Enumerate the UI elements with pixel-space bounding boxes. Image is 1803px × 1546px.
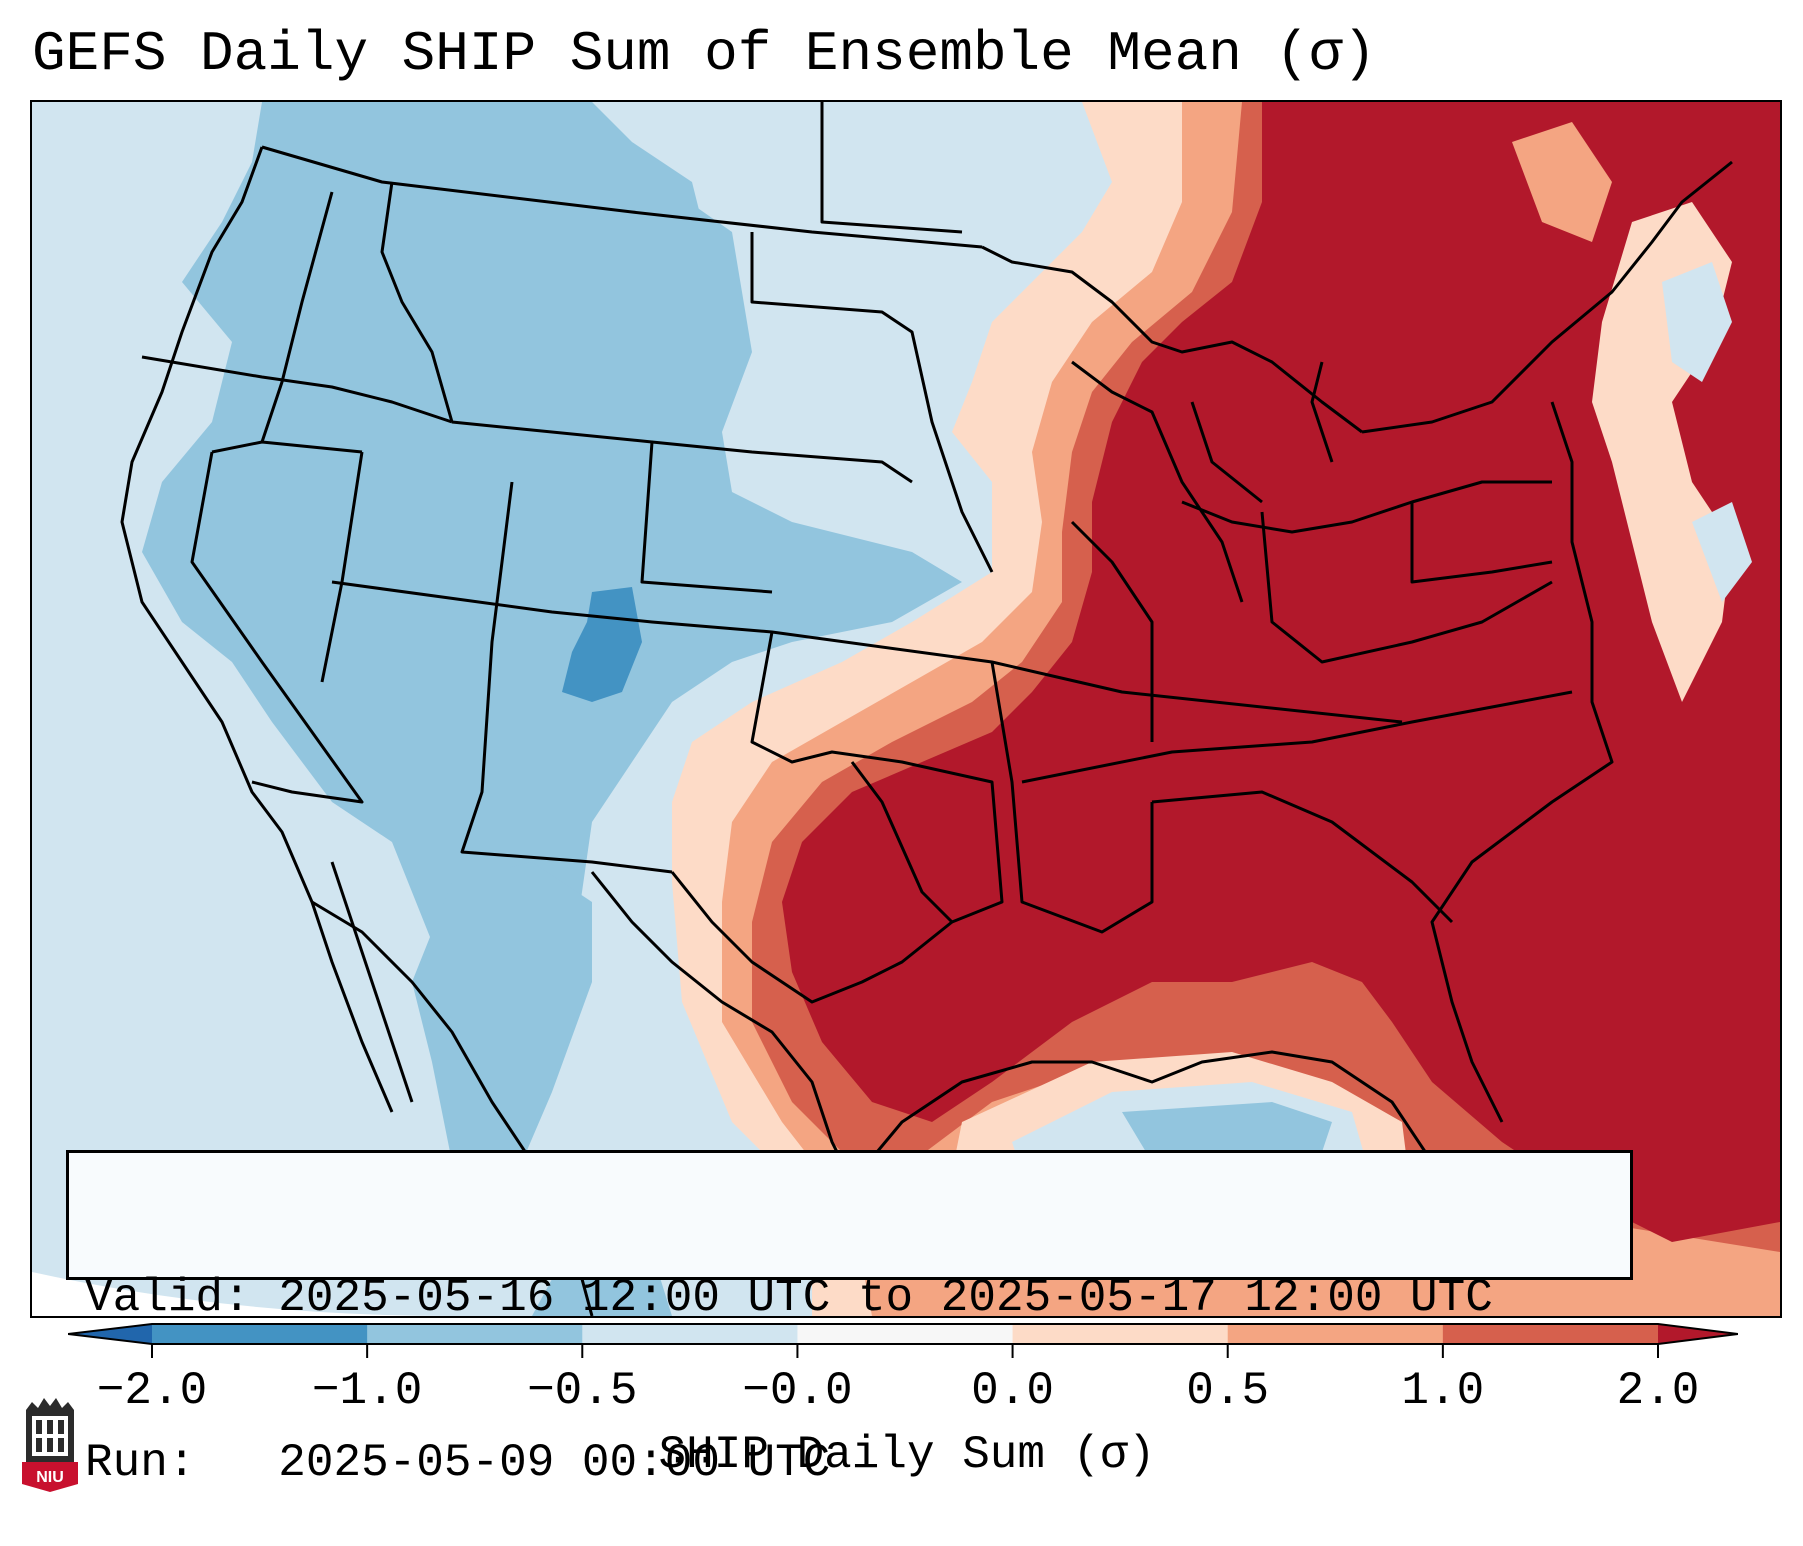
- map-canvas: [32, 102, 1780, 1316]
- map-title: GEFS Daily SHIP Sum of Ensemble Mean (σ): [32, 22, 1377, 86]
- colorbar-bin: [1442, 1324, 1659, 1344]
- colorbar-overflow-triangle: [1658, 1324, 1738, 1344]
- valid-value: 2025-05-16 12:00 UTC to 2025-05-17 12:00…: [278, 1272, 1493, 1324]
- valid-label: Valid:: [85, 1272, 251, 1324]
- colorbar-bins: [152, 1324, 1659, 1344]
- colorbar-tick-label: 2.0: [1616, 1365, 1700, 1417]
- niu-logo: NIU: [22, 1398, 78, 1492]
- colorbar: [68, 1323, 1738, 1358]
- niu-logo-text: NIU: [36, 1469, 64, 1486]
- colorbar-label: SHIP Daily Sum (σ): [658, 1429, 1156, 1481]
- run-label: Run:: [85, 1437, 196, 1489]
- colorbar-tick-label: −0.0: [742, 1365, 853, 1417]
- colorbar-tick-label: −1.0: [311, 1365, 423, 1417]
- colorbar-tick-label: −2.0: [96, 1365, 208, 1417]
- colorbar-bin: [1227, 1324, 1444, 1344]
- map-panel: [30, 100, 1782, 1318]
- strong-negative-area: [562, 587, 642, 702]
- colorbar-bin: [152, 1324, 368, 1344]
- projection-edge: [32, 1272, 452, 1316]
- colorbar-tick-label: 1.0: [1401, 1365, 1485, 1417]
- colorbar-tick-label: 0.0: [971, 1365, 1054, 1417]
- colorbar-bin: [797, 1324, 1014, 1344]
- colorbar-bin: [367, 1324, 583, 1344]
- validity-info-box: Valid: 2025-05-16 12:00 UTC to 2025-05-1…: [66, 1150, 1633, 1489]
- colorbar-ticks: [151, 1344, 1659, 1358]
- valid-line: Valid: 2025-05-16 12:00 UTC to 2025-05-1…: [85, 1271, 1614, 1326]
- colorbar-bin: [582, 1324, 798, 1344]
- colorbar-tick-label: −0.5: [527, 1365, 638, 1417]
- colorbar-underflow-triangle: [68, 1324, 152, 1344]
- colorbar-tick-label: 0.5: [1186, 1365, 1270, 1417]
- run-line: Run: 2025-05-09 00:00 UTC: [85, 1436, 1614, 1491]
- colorbar-bin: [1012, 1324, 1229, 1344]
- run-value: 2025-05-09 00:00 UTC: [278, 1437, 831, 1489]
